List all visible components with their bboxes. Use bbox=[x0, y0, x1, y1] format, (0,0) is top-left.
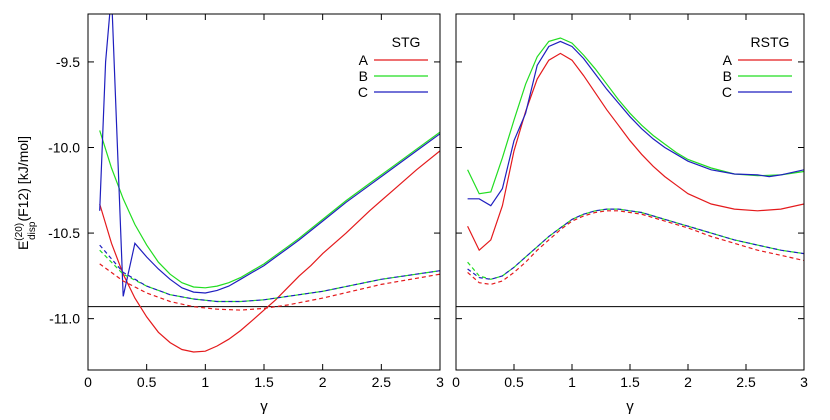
series-line-dashed-4 bbox=[99, 249, 440, 303]
x-tick-label: 0 bbox=[84, 374, 92, 390]
y-axis-label-sup: (20) bbox=[14, 223, 25, 241]
series-line-b bbox=[467, 37, 804, 195]
y-tick-label: -10.0 bbox=[48, 140, 80, 156]
x-tick-label: 1.5 bbox=[254, 374, 274, 390]
x-tick-label: 1 bbox=[568, 374, 576, 390]
y-axis-label-rest: (F12) [kJ/mol] bbox=[15, 136, 31, 222]
series-line-a bbox=[99, 150, 440, 353]
x-tick-label: 2 bbox=[319, 374, 327, 390]
plot-area bbox=[467, 37, 804, 286]
legend-label: A bbox=[723, 52, 733, 68]
plot-frame bbox=[455, 13, 805, 371]
legend-title: STG bbox=[392, 34, 421, 50]
plot-area bbox=[99, 14, 440, 353]
legend-label: B bbox=[723, 68, 732, 84]
x-tick-label: 0 bbox=[452, 374, 460, 390]
y-tick-label: -9.5 bbox=[56, 54, 80, 70]
series-line-a bbox=[467, 52, 804, 252]
series-line-dashed-4 bbox=[467, 208, 804, 280]
y-axis-label-main: E bbox=[15, 241, 31, 250]
series-line-b bbox=[99, 130, 440, 289]
series-line-dashed-5 bbox=[99, 244, 440, 303]
y-axis-label: E(20) disp(F12) [kJ/mol] bbox=[14, 136, 38, 250]
x-tick-label: 1 bbox=[201, 374, 209, 390]
y-tick-label: -10.5 bbox=[48, 225, 80, 241]
x-tick-label: 2 bbox=[684, 374, 692, 390]
series-line-dashed-3 bbox=[467, 210, 804, 286]
legend-label: C bbox=[722, 84, 732, 100]
series-line-c bbox=[99, 14, 440, 297]
plot-frame bbox=[87, 13, 441, 371]
panel-stg: 0 0.5 1 1.5 2 2.5 3 -11.0 -10.5 -10.0 -9.5 γ STG ABC bbox=[48, 13, 444, 415]
x-tick-label: 2.5 bbox=[372, 374, 392, 390]
x-tick-label: 1.5 bbox=[620, 374, 640, 390]
x-axis-label: γ bbox=[260, 398, 268, 415]
panel-rstg: 0 0.5 1 1.5 2 2.5 3 γ RSTG ABC bbox=[452, 13, 808, 415]
legend-label: B bbox=[359, 68, 368, 84]
series-line-c bbox=[467, 40, 804, 207]
x-axis-label: γ bbox=[626, 398, 634, 415]
x-tick-label: 2.5 bbox=[736, 374, 756, 390]
x-tick-label: 3 bbox=[436, 374, 444, 390]
legend-label: C bbox=[358, 84, 368, 100]
x-tick-label: 0.5 bbox=[504, 374, 524, 390]
x-tick-label: 0.5 bbox=[137, 374, 157, 390]
series-line-dashed-5 bbox=[467, 208, 804, 280]
x-tick-label: 3 bbox=[800, 374, 808, 390]
y-tick-label: -11.0 bbox=[49, 311, 80, 327]
y-axis-label-sub: disp bbox=[27, 221, 38, 240]
series-line-dashed-3 bbox=[99, 263, 440, 311]
legend-title: RSTG bbox=[751, 34, 790, 50]
legend-label: A bbox=[359, 52, 369, 68]
